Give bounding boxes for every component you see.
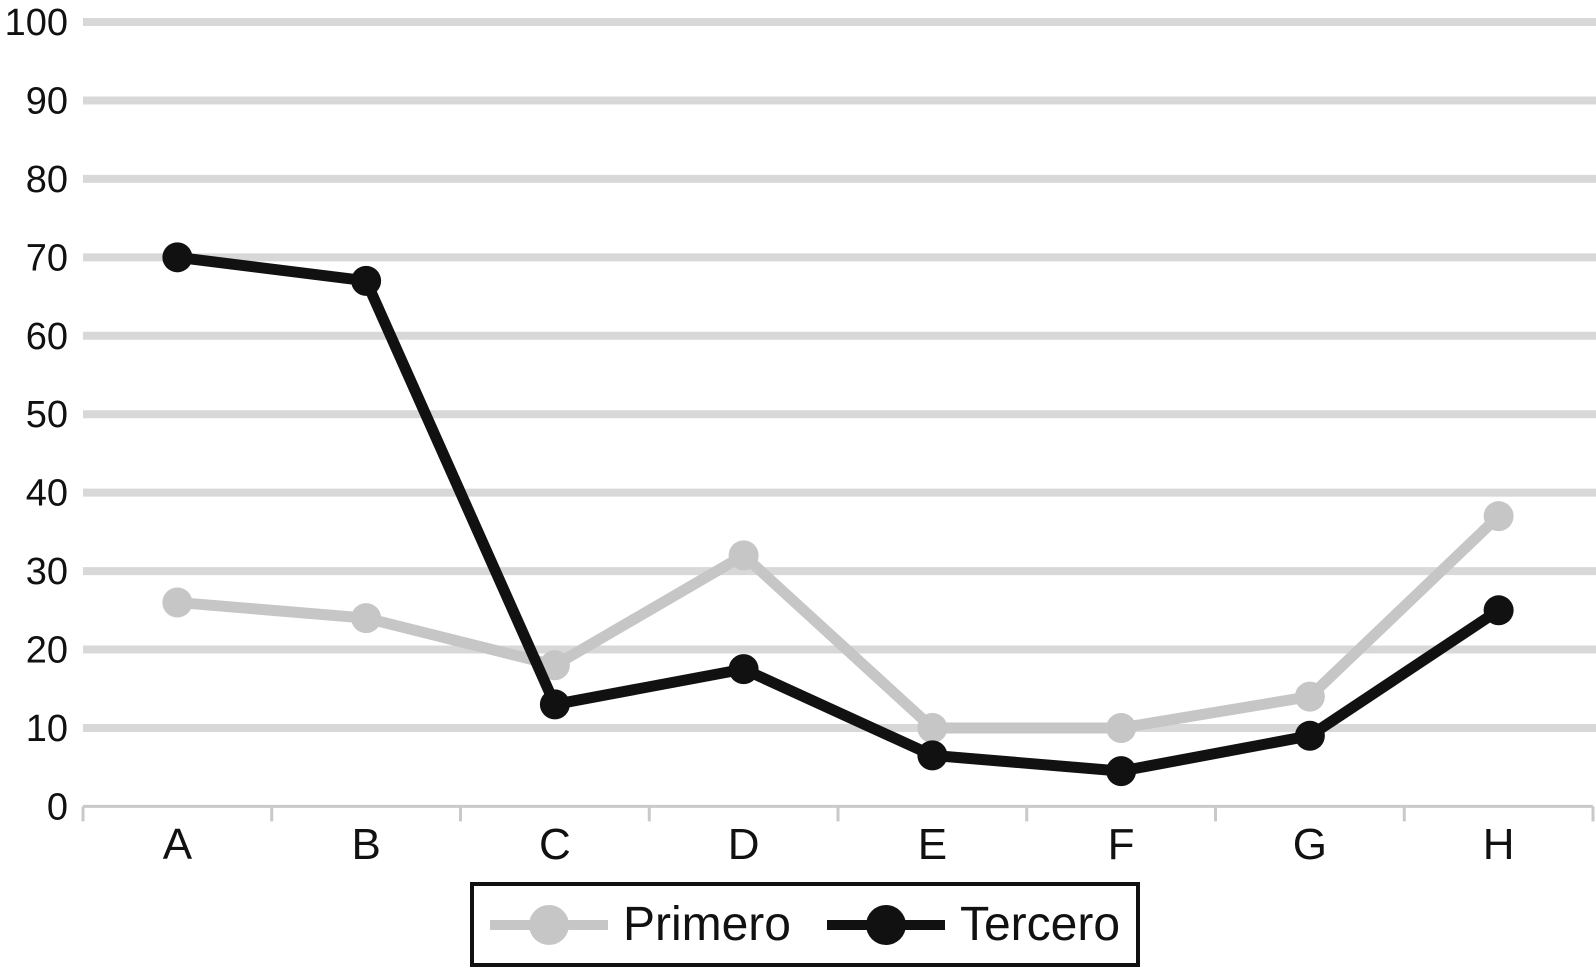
data-point-tercero-E (917, 740, 948, 771)
data-point-primero-H (1483, 501, 1514, 532)
x-axis-label-A: A (163, 820, 193, 869)
y-axis-tick-label: 50 (26, 394, 68, 436)
legend-label-tercero: Tercero (959, 897, 1121, 951)
x-axis-label-C: C (539, 820, 571, 869)
y-axis-tick-label: 80 (26, 159, 68, 201)
data-point-tercero-H (1483, 595, 1514, 626)
data-point-tercero-D (728, 654, 759, 685)
x-axis-label-G: G (1293, 820, 1327, 869)
tercero-marker-icon (865, 904, 906, 945)
y-axis-tick-label: 40 (26, 473, 68, 515)
data-point-primero-C (539, 650, 570, 681)
data-point-tercero-F (1106, 756, 1137, 787)
y-axis-tick-label: 100 (5, 2, 68, 44)
y-axis-tick-label: 60 (26, 316, 68, 358)
legend-label-primero: Primero (622, 897, 791, 951)
chart-legend: Primero Tercero (470, 882, 1140, 967)
data-point-primero-D (728, 540, 759, 571)
x-axis-label-F: F (1108, 820, 1135, 869)
x-axis-label-E: E (918, 820, 947, 869)
primero-marker-icon (528, 904, 569, 945)
x-axis-label-H: H (1483, 820, 1515, 869)
y-axis-tick-label: 20 (26, 630, 68, 672)
y-axis-tick-label: 0 (47, 786, 68, 828)
tercero-series-swatch (826, 904, 945, 946)
data-point-tercero-B (351, 265, 382, 296)
legend-item-tercero: Tercero (826, 897, 1121, 951)
data-point-primero-E (917, 712, 948, 743)
data-point-primero-B (351, 603, 382, 634)
y-axis-tick-label: 10 (26, 708, 68, 750)
data-point-tercero-C (539, 689, 570, 720)
y-axis-tick-label: 30 (26, 551, 68, 593)
data-point-primero-G (1294, 681, 1325, 712)
data-point-primero-A (162, 587, 193, 618)
data-point-tercero-G (1294, 720, 1325, 751)
series-line-tercero (171, 251, 1505, 777)
x-axis-label-D: D (728, 820, 760, 869)
data-point-tercero-A (162, 242, 193, 273)
series-line-primero (171, 510, 1505, 734)
y-axis-tick-label: 90 (26, 80, 68, 122)
x-axis-label-B: B (351, 820, 380, 869)
primero-series-swatch (489, 904, 608, 946)
data-point-primero-F (1106, 712, 1137, 743)
y-axis-tick-label: 70 (26, 237, 68, 279)
legend-item-primero: Primero (489, 897, 791, 951)
